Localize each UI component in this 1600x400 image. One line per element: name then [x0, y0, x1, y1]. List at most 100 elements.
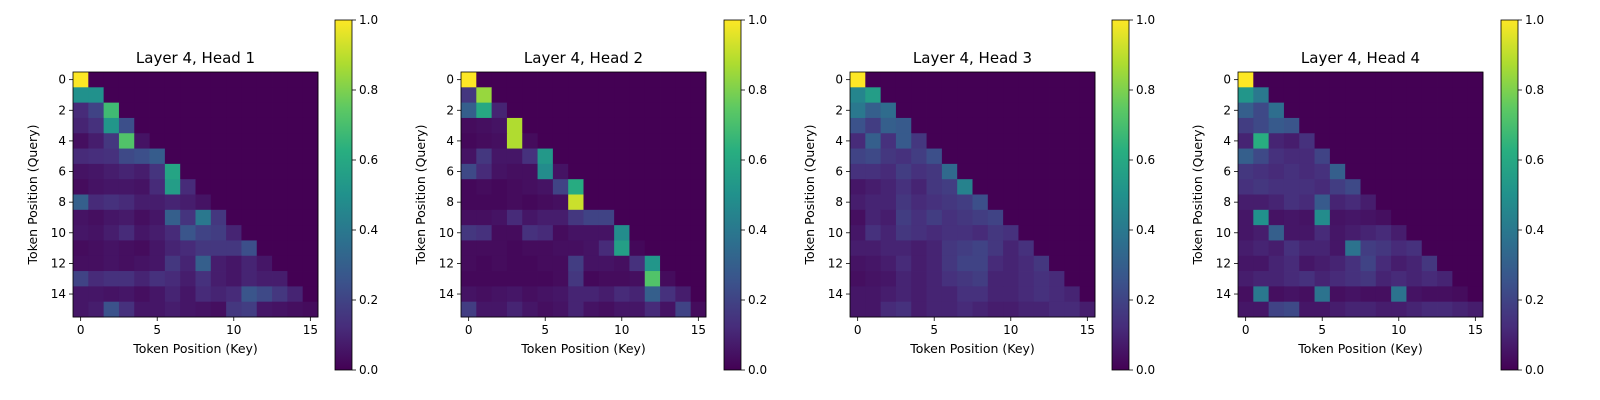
- heatmap-cell: [1467, 255, 1484, 272]
- heatmap-cell: [522, 179, 538, 195]
- heatmap-cell: [583, 301, 600, 318]
- colorbar-tick-label: 0.2: [1525, 293, 1544, 307]
- heatmap-cell: [926, 225, 943, 241]
- heatmap-panel-3: Layer 4, Head 3 0 5 10 15 0 2 4 6 8 10 12 14 Token Po…: [802, 13, 1155, 377]
- heatmap-cell: [537, 117, 554, 134]
- heatmap-cell: [1268, 179, 1285, 195]
- heatmap-cell: [210, 271, 227, 287]
- y-tick-label: 0: [446, 73, 454, 87]
- heatmap-cell: [987, 240, 1004, 257]
- heatmap-cell: [164, 255, 181, 272]
- heatmap-cell: [629, 240, 646, 257]
- heatmap-cell: [1406, 255, 1423, 272]
- heatmap-cell: [941, 133, 958, 149]
- heatmap-cell: [1452, 163, 1469, 180]
- heatmap-cell: [1268, 148, 1285, 165]
- heatmap-cell: [941, 255, 958, 272]
- heatmap-cell: [461, 117, 477, 134]
- colorbar-gradient: [1111, 19, 1130, 371]
- heatmap-cell: [880, 148, 897, 165]
- heatmap-cell: [1467, 271, 1484, 287]
- heatmap-cell: [987, 102, 1004, 119]
- heatmap-cell: [149, 148, 166, 165]
- heatmap-cell: [583, 87, 600, 104]
- heatmap-cell: [987, 87, 1004, 104]
- heatmap-cell: [552, 301, 569, 318]
- heatmap-cell: [972, 240, 989, 257]
- heatmap-cell: [1329, 87, 1346, 104]
- x-tick-label: 15: [303, 323, 318, 337]
- heatmap-cell: [1268, 301, 1285, 318]
- heatmap-cell: [552, 209, 569, 226]
- heatmap-cell: [1003, 133, 1019, 149]
- heatmap-cell: [583, 163, 600, 180]
- heatmap-cell: [1406, 148, 1423, 165]
- heatmap-cell: [226, 194, 242, 211]
- heatmap-cell: [911, 87, 927, 104]
- heatmap-cell: [1452, 102, 1469, 119]
- heatmap-cell: [1437, 240, 1453, 257]
- heatmap-cell: [180, 240, 196, 257]
- heatmap-cell: [941, 209, 958, 226]
- colorbar-tick-label: 0.2: [1136, 293, 1155, 307]
- heatmap-cell: [1064, 225, 1081, 241]
- heatmap-cell: [880, 240, 897, 257]
- heatmap-cell: [552, 163, 569, 180]
- heatmap-cell: [1003, 271, 1019, 287]
- heatmap-cell: [1391, 240, 1407, 257]
- heatmap-cell: [1345, 271, 1361, 287]
- colorbar-tick-label: 1.0: [1136, 13, 1155, 27]
- heatmap-cell: [1467, 87, 1484, 104]
- heatmap-cell: [88, 194, 105, 211]
- heatmap-cell: [88, 102, 105, 119]
- heatmap-cell: [506, 102, 523, 119]
- heatmap-cell: [1452, 148, 1469, 165]
- heatmap-cell: [1375, 194, 1392, 211]
- heatmap-cell: [1314, 102, 1331, 119]
- heatmap-cell: [614, 72, 630, 88]
- heatmap-cell: [103, 102, 120, 119]
- panel-title: Layer 4, Head 4: [1301, 49, 1420, 67]
- heatmap-cell: [629, 255, 646, 272]
- heatmap-cell: [1345, 255, 1361, 272]
- y-tick-label: 12: [828, 256, 843, 270]
- heatmap-cell: [987, 225, 1004, 241]
- heatmap-cell: [149, 72, 166, 88]
- heatmap-cell: [103, 179, 120, 195]
- heatmap-cell: [180, 194, 196, 211]
- heatmap-cell: [1452, 301, 1469, 318]
- heatmap-cell: [629, 209, 646, 226]
- heatmap-cell: [1329, 117, 1346, 134]
- heatmap-cell: [614, 271, 630, 287]
- heatmap-cell: [926, 87, 943, 104]
- heatmap-cell: [1421, 87, 1438, 104]
- heatmap-cell: [957, 286, 973, 303]
- heatmap-cell: [1033, 87, 1050, 104]
- heatmap-cell: [1283, 102, 1300, 119]
- heatmap-cell: [195, 255, 212, 272]
- heatmap-cell: [972, 209, 989, 226]
- heatmap-cell: [88, 133, 105, 149]
- heatmap-cell: [598, 255, 615, 272]
- heatmap-cell: [164, 87, 181, 104]
- heatmap-cell: [644, 255, 661, 272]
- heatmap-cell: [272, 72, 288, 88]
- heatmap-cell: [568, 163, 584, 180]
- heatmap-cell: [1079, 240, 1096, 257]
- heatmap-cell: [568, 301, 584, 318]
- heatmap-cell: [957, 72, 973, 88]
- heatmap-cell: [1033, 240, 1050, 257]
- heatmap-cell: [926, 179, 943, 195]
- heatmap-cell: [1064, 240, 1081, 257]
- heatmap-cell: [118, 148, 135, 165]
- heatmap-cell: [865, 102, 882, 119]
- heatmap-cell: [850, 179, 866, 195]
- heatmap-cell: [1049, 163, 1065, 180]
- heatmap-cell: [926, 286, 943, 303]
- heatmap-cell: [1253, 240, 1270, 257]
- heatmap-cell: [180, 102, 196, 119]
- heatmap-cell: [522, 102, 538, 119]
- heatmap-cell: [644, 179, 661, 195]
- heatmap-cell: [1437, 102, 1453, 119]
- heatmap-cell: [1018, 179, 1035, 195]
